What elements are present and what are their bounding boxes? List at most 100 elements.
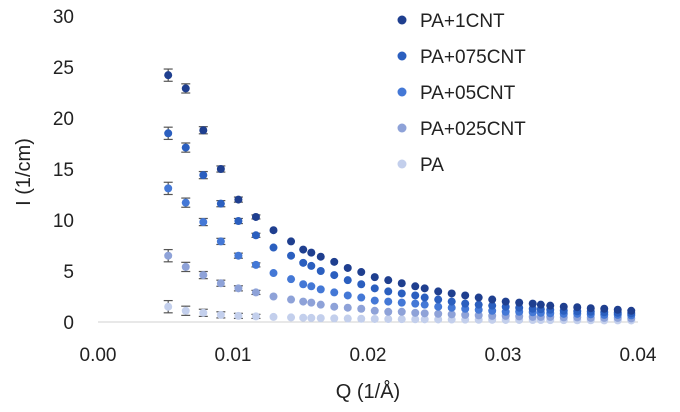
data-point [397,298,406,307]
data-point [357,280,366,289]
data-point [199,308,208,317]
data-point [287,275,296,284]
legend-marker [397,87,407,97]
data-point [586,304,595,313]
data-point [515,298,524,307]
data-point [447,289,456,298]
x-tick-label: 0.04 [620,345,657,366]
data-point [330,257,339,266]
data-point [164,251,173,260]
data-point [216,199,225,208]
data-point [216,279,225,288]
data-point [343,276,352,285]
data-point [287,237,296,246]
legend-marker [397,123,407,133]
data-point [370,273,379,282]
data-point [181,306,190,315]
data-point [269,243,278,252]
data-point [357,293,366,302]
x-tick-label: 0.00 [80,345,117,366]
data-point [420,293,429,302]
y-tick-label: 10 [53,211,74,232]
data-point [199,271,208,280]
y-tick-label: 5 [63,262,74,283]
data-point [447,310,456,319]
data-point [434,287,443,296]
data-point [546,301,555,310]
data-point [251,260,260,269]
data-point [181,198,190,207]
data-point [269,269,278,278]
data-point [299,258,308,267]
legend-marker [397,51,407,61]
data-point [181,262,190,271]
data-point [474,300,483,309]
x-tick-label: 0.02 [350,345,387,366]
y-tick-label: 25 [53,58,74,79]
data-point [474,311,483,320]
data-point [420,309,429,318]
data-point [384,276,393,285]
data-point [199,126,208,135]
data-point [357,268,366,277]
legend-label: PA+075CNT [420,47,526,68]
data-point [420,315,429,324]
data-point [501,297,510,306]
data-point [357,304,366,313]
data-point [269,292,278,301]
data-point [307,248,316,257]
data-point [411,291,420,300]
data-point [234,251,243,260]
data-point [316,267,325,275]
y-tick-label: 0 [63,313,74,334]
data-point [164,184,173,193]
x-axis-title: Q (1/Å) [336,380,400,403]
data-point [216,237,225,246]
data-point [370,284,379,293]
legend-label: PA+025CNT [420,119,526,140]
data-point [234,217,243,226]
data-point [307,313,316,322]
data-point [307,298,316,307]
x-tick-label: 0.03 [485,345,522,366]
data-point [181,84,190,93]
data-point [536,300,545,309]
y-axis-title: I (1/cm) [13,138,35,206]
data-point [343,303,352,312]
data-point [434,309,443,318]
data-point [199,218,208,227]
data-point [370,296,379,305]
data-point [447,303,456,312]
data-point [269,312,278,321]
data-point [420,300,429,309]
data-point [251,212,260,221]
data-point [330,302,339,311]
data-point [307,282,316,291]
data-point [307,261,316,270]
data-point [299,245,308,254]
data-point [216,310,225,319]
legend-marker [397,159,407,169]
data-point [488,301,497,310]
data-point [316,252,325,261]
data-points [164,71,636,325]
legend-label: PA+05CNT [420,83,516,104]
data-point [299,280,308,289]
data-point [287,295,296,304]
data-point [370,314,379,323]
x-axis-ticks: 0.00 0.01 0.02 0.03 0.04 [80,345,657,366]
legend-marker [397,15,407,25]
data-point [434,295,443,304]
data-point [330,271,339,280]
data-point [251,288,260,297]
data-point [330,288,339,297]
data-point [461,310,470,319]
data-point [370,306,379,315]
data-point [287,251,296,260]
data-point [357,314,366,323]
data-point [397,289,406,298]
error-bars [163,68,261,320]
data-point [343,263,352,272]
data-point [216,165,225,173]
